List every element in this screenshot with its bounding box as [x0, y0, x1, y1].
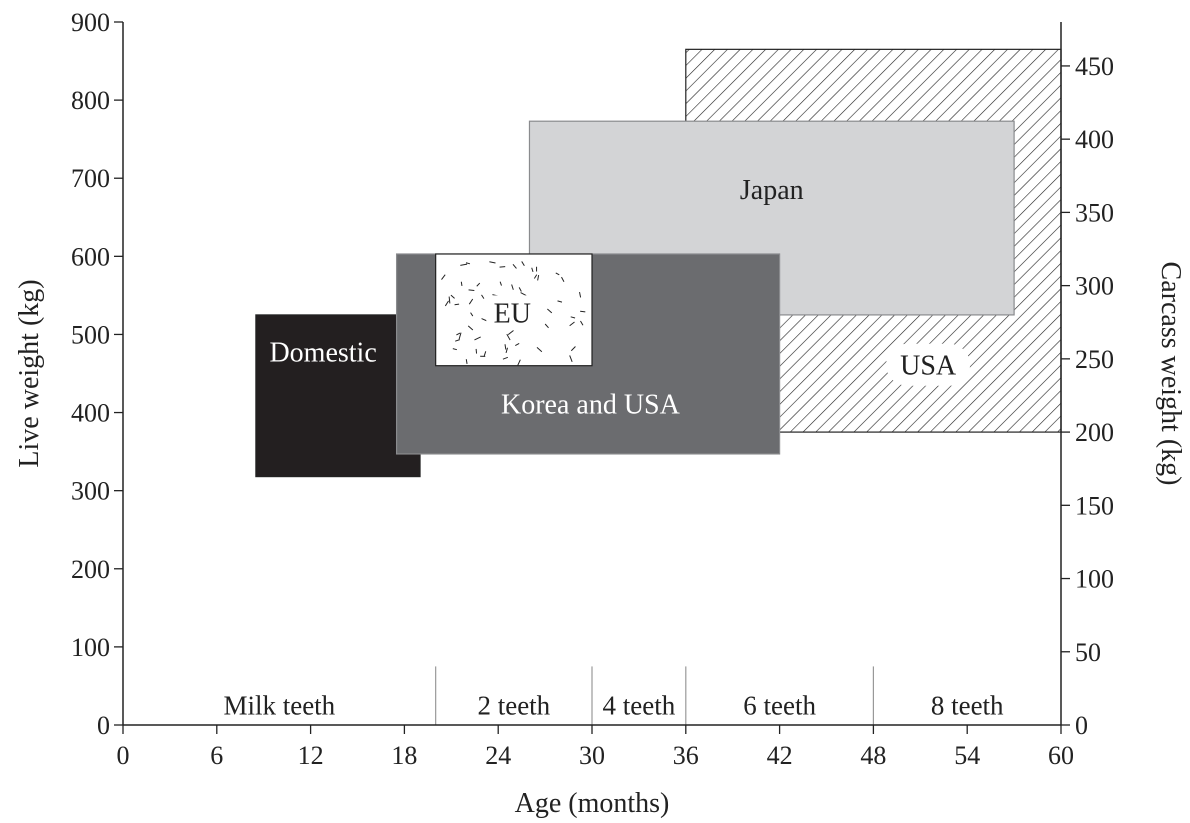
y2-axis-label: Carcass weight (kg)	[1155, 262, 1186, 486]
x-tick-label: 12	[298, 741, 324, 770]
y2-tick-label: 150	[1075, 491, 1114, 520]
region-usa-label-bg	[886, 343, 971, 386]
y2-tick-label: 450	[1075, 52, 1114, 81]
teeth-label-milk-teeth: Milk teeth	[223, 690, 335, 720]
y2-tick-label: 350	[1075, 198, 1114, 227]
region-label-korea-and-usa: Korea and USA	[501, 390, 681, 421]
region-label-japan: Japan	[740, 175, 804, 206]
x-tick-label: 24	[485, 741, 511, 770]
y2-tick-label: 50	[1075, 638, 1101, 667]
y-tick-label: 400	[71, 399, 110, 428]
y-axis-label: Live weight (kg)	[14, 279, 45, 467]
teeth-label-4-teeth: 4 teeth	[603, 690, 676, 720]
x-tick-label: 54	[954, 741, 980, 770]
y2-tick-label: 100	[1075, 565, 1114, 594]
x-tick-label: 48	[860, 741, 886, 770]
y-tick-label: 200	[71, 555, 110, 584]
region-eu-label-bg	[486, 295, 539, 330]
x-tick-label: 42	[767, 741, 793, 770]
y-tick-label: 600	[71, 242, 110, 271]
x-tick-label: 6	[210, 741, 223, 770]
y2-tick-label: 200	[1075, 418, 1114, 447]
y-tick-label: 700	[71, 164, 110, 193]
teeth-label-8-teeth: 8 teeth	[931, 690, 1004, 720]
y-tick-label: 100	[71, 633, 110, 662]
y-tick-label: 900	[71, 8, 110, 37]
teeth-label-6-teeth: 6 teeth	[743, 690, 816, 720]
x-tick-label: 60	[1048, 741, 1074, 770]
y2-tick-label: 300	[1075, 272, 1114, 301]
teeth-stages: Milk teeth 2 teeth 4 teeth 6 teeth 8 teeth	[223, 666, 1004, 725]
region-label-eu: EU	[494, 298, 531, 329]
axes: 0 6 12 18 24 30 36 42 48 54 6001002003004005006007…	[71, 8, 1114, 770]
region-label-usa: USA	[900, 351, 957, 382]
region-label-domestic: Domestic	[269, 337, 376, 368]
y-tick-label: 500	[71, 320, 110, 349]
y-tick-label: 0	[97, 711, 110, 740]
regions: USA Japan Domestic Korea and USA EU	[255, 48, 1062, 478]
x-tick-label: 0	[117, 741, 130, 770]
y2-tick-label: 0	[1075, 711, 1088, 740]
x-tick-label: 36	[673, 741, 699, 770]
y2-tick-label: 250	[1075, 345, 1114, 374]
x-tick-label: 30	[579, 741, 605, 770]
teeth-label-2-teeth: 2 teeth	[477, 690, 550, 720]
axis-labels: Age (months) Live weight (kg) Carcass we…	[14, 262, 1186, 819]
y-tick-label: 300	[71, 477, 110, 506]
y2-tick-label: 400	[1075, 125, 1114, 154]
y-tick-label: 800	[71, 86, 110, 115]
x-axis-label: Age (months)	[515, 788, 670, 819]
x-tick-label: 18	[391, 741, 417, 770]
